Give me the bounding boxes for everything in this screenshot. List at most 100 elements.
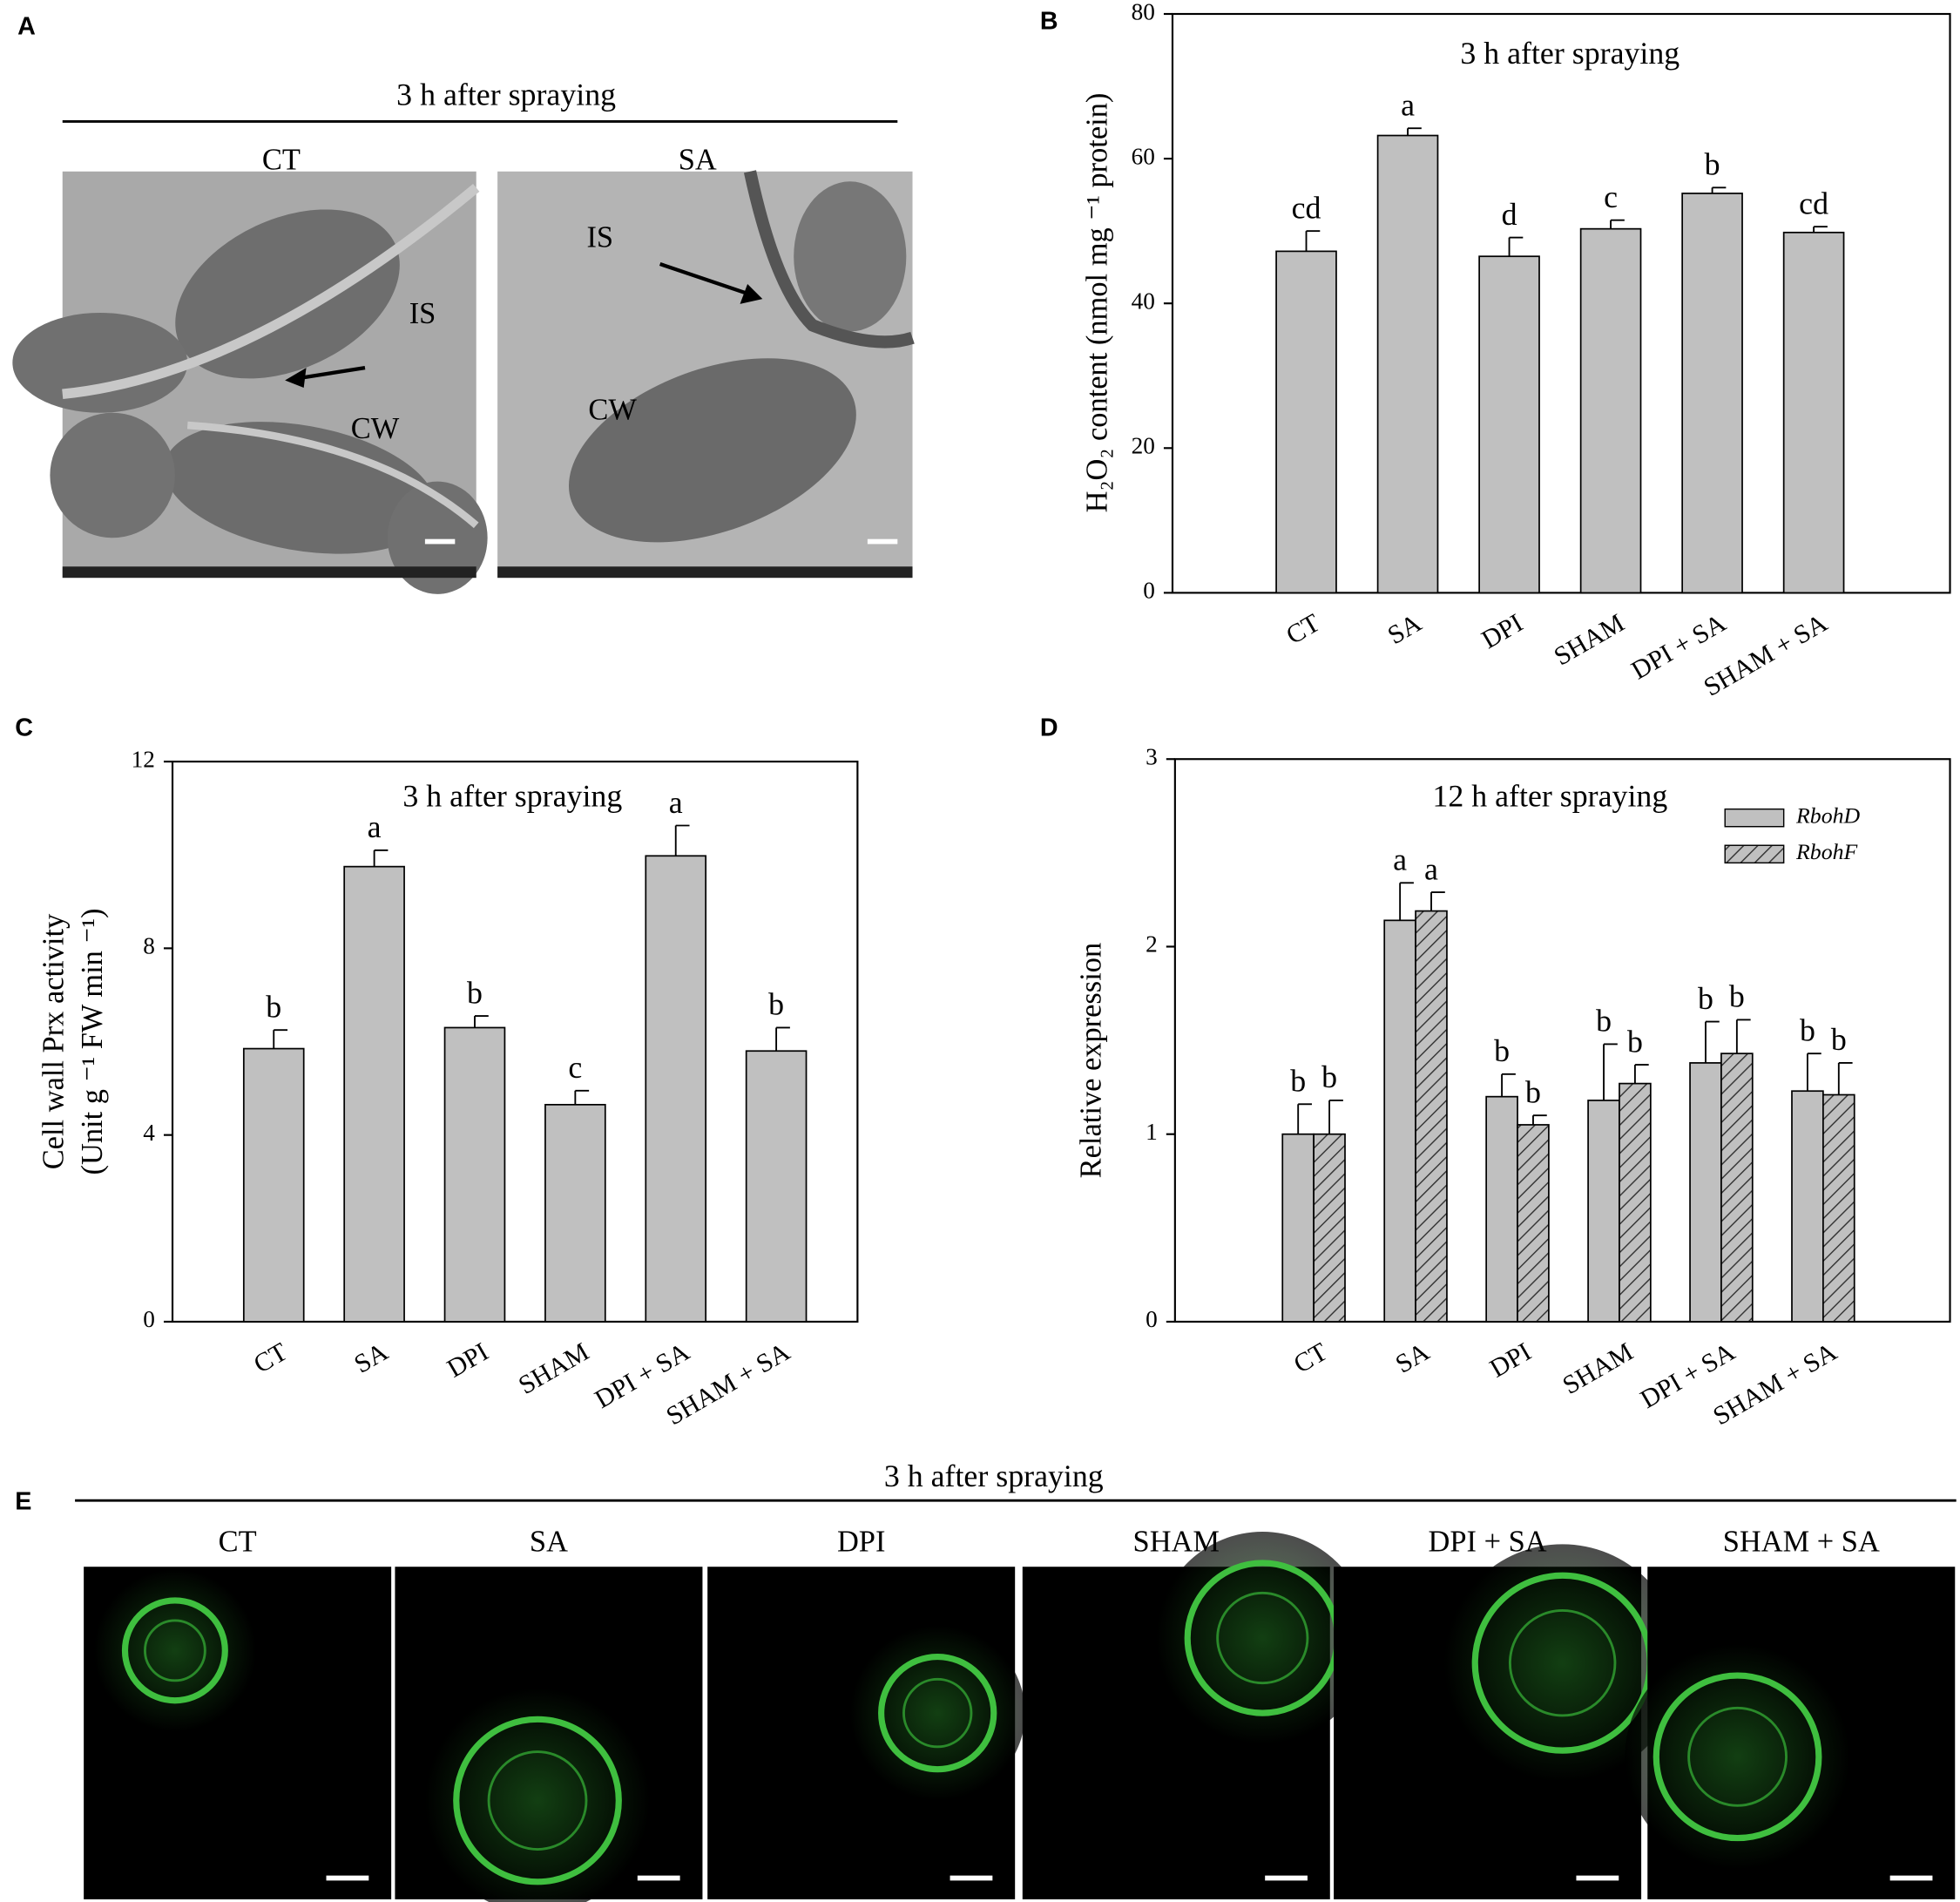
- x-tick-label: SA: [349, 1337, 394, 1379]
- error-bar: [1430, 891, 1445, 911]
- vascular-ring: [121, 1597, 228, 1704]
- significance-letter: b: [1494, 1033, 1510, 1068]
- y-tick-label: 60: [1132, 143, 1155, 169]
- vascular-ring: [144, 1619, 206, 1682]
- bar: [1681, 193, 1743, 594]
- error-bar: [1807, 1053, 1821, 1092]
- bar: [1376, 134, 1439, 594]
- vascular-ring: [453, 1716, 622, 1885]
- confocal-image: SHAM: [1022, 1525, 1369, 1899]
- significance-letter: a: [669, 785, 683, 820]
- chart: D 0 1 2 3 12 h after spraying Relative express…: [1040, 714, 1951, 1431]
- bar: [443, 1026, 506, 1323]
- significance-letter: b: [1525, 1074, 1541, 1109]
- significance-letter: b: [1596, 1004, 1612, 1039]
- bar: [343, 865, 405, 1323]
- significance-letter: b: [1321, 1059, 1337, 1094]
- scale-bar: [1889, 1875, 1933, 1881]
- confocal-image: SHAM + SA: [1625, 1525, 1956, 1899]
- tissue-glow: [1443, 1544, 1682, 1783]
- image-title: SA: [679, 144, 717, 177]
- bar: [1619, 1082, 1652, 1323]
- panel-label: B: [1040, 8, 1058, 36]
- bar: [1782, 231, 1845, 594]
- vascular-ring: [1508, 1609, 1617, 1717]
- error-bar: [1813, 226, 1828, 233]
- image-annotation: CW: [351, 412, 400, 445]
- x-tick-label: SHAM: [1549, 607, 1629, 671]
- y-axis-label: Cell wall Prx activity: [37, 913, 70, 1169]
- bar: [1822, 1093, 1855, 1323]
- error-bar: [474, 1015, 489, 1028]
- bar: [1383, 919, 1416, 1323]
- legend-label: RbohF: [1795, 839, 1857, 864]
- bar: [1689, 1062, 1722, 1323]
- y-tick-label: 12: [132, 746, 155, 772]
- error-bar: [1305, 230, 1321, 252]
- error-bar: [1328, 1100, 1343, 1134]
- y-tick-label: 40: [1132, 288, 1155, 314]
- panel-title: 3 h after spraying: [884, 1459, 1104, 1493]
- scale-bar: [1265, 1875, 1308, 1881]
- bar: [544, 1103, 606, 1323]
- image-title: SA: [530, 1525, 568, 1558]
- bar: [1517, 1124, 1550, 1323]
- x-tick-label: SHAM: [513, 1337, 593, 1400]
- y-tick-label: 3: [1146, 743, 1158, 769]
- y-tick-label: 0: [1143, 578, 1155, 604]
- significance-letter: b: [266, 989, 281, 1024]
- bar: [242, 1047, 305, 1323]
- image-annotation: IS: [586, 221, 613, 254]
- significance-letter: b: [1729, 979, 1745, 1014]
- significance-letter: b: [1290, 1064, 1306, 1099]
- bar: [1313, 1133, 1346, 1323]
- scale-bar: [637, 1875, 680, 1881]
- panel-label: E: [15, 1488, 31, 1516]
- y-axis-label: Relative expression: [1074, 943, 1107, 1179]
- significance-letter: b: [1831, 1022, 1847, 1057]
- panel-a: A 3 h after spraying CT SA IS CW: [12, 12, 915, 594]
- significance-letter: b: [467, 975, 483, 1010]
- vascular-ring: [878, 1653, 997, 1773]
- y-tick-label: 8: [143, 933, 155, 959]
- bar: [1275, 250, 1337, 594]
- image-title: DPI: [837, 1525, 885, 1558]
- legend-swatch: [1724, 808, 1785, 828]
- significance-letter: b: [1627, 1024, 1643, 1059]
- bar: [1415, 910, 1448, 1323]
- plot-frame: [1173, 758, 1951, 1323]
- error-bar: [1735, 1019, 1751, 1054]
- y-tick-label: 4: [143, 1120, 155, 1146]
- error-bar: [1532, 1114, 1547, 1125]
- legend-label: RbohD: [1795, 803, 1860, 829]
- error-bar: [1603, 1043, 1618, 1100]
- significance-letter: c: [1604, 179, 1618, 214]
- tissue-glow: [849, 1625, 1025, 1801]
- significance-letter: d: [1502, 197, 1517, 232]
- chart: B 0 20 40 60 80 3 h after spraying H₂O₂ content…: [1040, 0, 1951, 702]
- panel-e: E 3 h after spraying CT SA DPI SHAM DPI + SA…: [15, 1459, 1957, 1902]
- image-title: SHAM + SA: [1723, 1525, 1880, 1558]
- bar: [1485, 1095, 1518, 1323]
- y-axis-label: (Unit g ⁻¹ FW min ⁻¹): [76, 909, 109, 1175]
- chart-title: 3 h after spraying: [402, 778, 622, 813]
- bar: [1579, 227, 1642, 594]
- error-bar: [1633, 1064, 1649, 1084]
- y-axis-label: H₂O₂ content (nmol mg ⁻¹ protein): [1081, 93, 1114, 513]
- vascular-ring: [1687, 1706, 1788, 1807]
- bar: [1720, 1053, 1754, 1323]
- panel-label: C: [15, 714, 33, 741]
- x-tick-label: CT: [1281, 607, 1324, 650]
- bar: [1478, 255, 1540, 594]
- error-bar: [1610, 219, 1625, 229]
- significance-letter: a: [1401, 87, 1415, 122]
- error-bar: [574, 1089, 590, 1105]
- error-bar: [1705, 1020, 1720, 1063]
- significance-letter: cd: [1799, 186, 1828, 220]
- image-title: DPI + SA: [1429, 1525, 1547, 1558]
- confocal-image: SA: [395, 1525, 703, 1902]
- y-tick-label: 0: [143, 1306, 155, 1332]
- panel-label: A: [17, 12, 36, 40]
